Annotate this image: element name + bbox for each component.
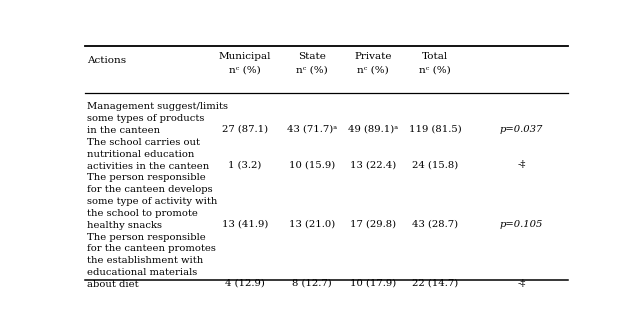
Text: 24 (15.8): 24 (15.8) bbox=[412, 160, 458, 169]
Text: The person responsible: The person responsible bbox=[87, 173, 206, 182]
Text: -‡: -‡ bbox=[517, 160, 526, 169]
Text: 10 (17.9): 10 (17.9) bbox=[350, 279, 396, 288]
Text: some type of activity with: some type of activity with bbox=[87, 197, 217, 206]
Text: 13 (41.9): 13 (41.9) bbox=[222, 220, 268, 228]
Text: 4 (12.9): 4 (12.9) bbox=[225, 279, 265, 288]
Text: 22 (14.7): 22 (14.7) bbox=[412, 279, 458, 288]
Text: nutritional education: nutritional education bbox=[87, 150, 194, 159]
Text: about diet: about diet bbox=[87, 280, 139, 289]
Text: for the canteen promotes: for the canteen promotes bbox=[87, 244, 216, 253]
Text: Municipal: Municipal bbox=[218, 52, 271, 61]
Text: 10 (15.9): 10 (15.9) bbox=[289, 160, 335, 169]
Text: State: State bbox=[297, 52, 326, 61]
Text: 13 (21.0): 13 (21.0) bbox=[289, 220, 335, 228]
Text: p=0.037: p=0.037 bbox=[500, 125, 543, 134]
Text: 43 (71.7)ᵃ: 43 (71.7)ᵃ bbox=[287, 125, 337, 134]
Text: Actions: Actions bbox=[87, 56, 126, 65]
Text: Management suggest/limits: Management suggest/limits bbox=[87, 102, 228, 111]
Text: 13 (22.4): 13 (22.4) bbox=[350, 160, 396, 169]
Text: Private: Private bbox=[355, 52, 392, 61]
Text: 119 (81.5): 119 (81.5) bbox=[409, 125, 461, 134]
Text: The person responsible: The person responsible bbox=[87, 233, 206, 242]
Text: nᶜ (%): nᶜ (%) bbox=[229, 66, 261, 75]
Text: nᶜ (%): nᶜ (%) bbox=[296, 66, 327, 75]
Text: nᶜ (%): nᶜ (%) bbox=[419, 66, 451, 75]
Text: -‡: -‡ bbox=[517, 279, 526, 288]
Text: p=0.105: p=0.105 bbox=[500, 220, 543, 228]
Text: healthy snacks: healthy snacks bbox=[87, 221, 162, 230]
Text: nᶜ (%): nᶜ (%) bbox=[357, 66, 389, 75]
Text: Total: Total bbox=[422, 52, 448, 61]
Text: the school to promote: the school to promote bbox=[87, 209, 198, 218]
Text: activities in the canteen: activities in the canteen bbox=[87, 162, 210, 171]
Text: 8 (12.7): 8 (12.7) bbox=[292, 279, 331, 288]
Text: educational materials: educational materials bbox=[87, 268, 197, 277]
Text: 49 (89.1)ᵃ: 49 (89.1)ᵃ bbox=[348, 125, 398, 134]
Text: some types of products: some types of products bbox=[87, 114, 204, 123]
Text: in the canteen: in the canteen bbox=[87, 126, 160, 135]
Text: for the canteen develops: for the canteen develops bbox=[87, 185, 213, 194]
Text: The school carries out: The school carries out bbox=[87, 138, 200, 147]
Text: the establishment with: the establishment with bbox=[87, 256, 203, 265]
Text: 27 (87.1): 27 (87.1) bbox=[222, 125, 268, 134]
Text: 1 (3.2): 1 (3.2) bbox=[228, 160, 262, 169]
Text: 43 (28.7): 43 (28.7) bbox=[412, 220, 458, 228]
Text: 17 (29.8): 17 (29.8) bbox=[350, 220, 396, 228]
